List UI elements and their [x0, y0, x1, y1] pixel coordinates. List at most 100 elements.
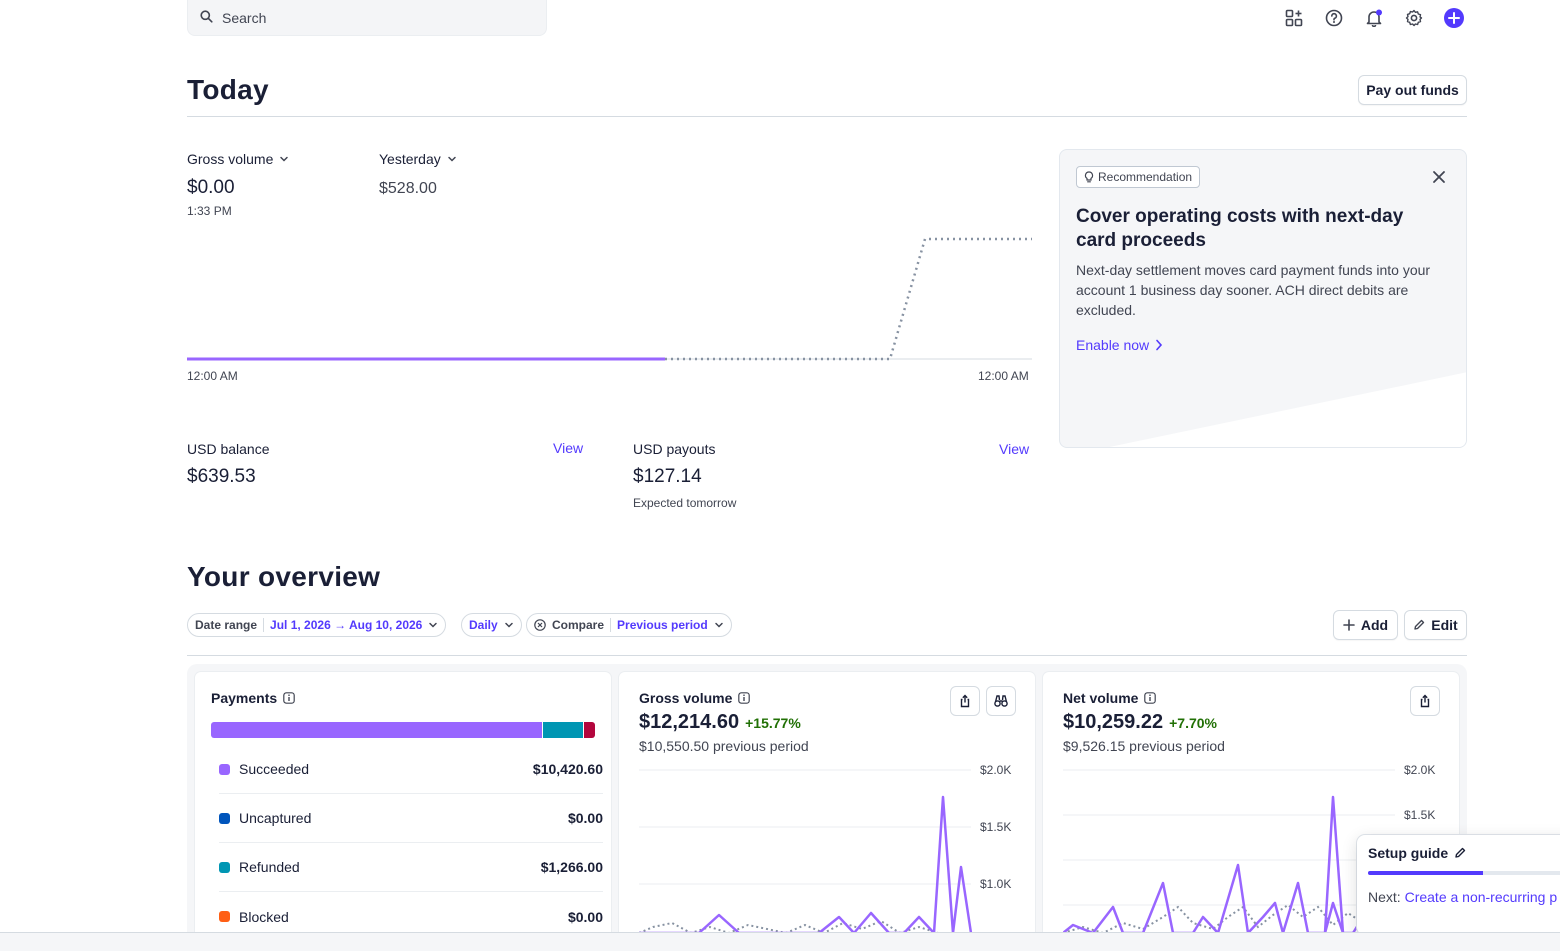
- gross-card-previous: $10,550.50 previous period: [639, 738, 809, 754]
- search-input[interactable]: Search: [222, 9, 267, 26]
- status-dot: [219, 861, 230, 873]
- card-decoration: [1109, 372, 1466, 447]
- interval-filter[interactable]: Daily: [461, 613, 522, 637]
- setup-next-link[interactable]: Create a non-recurring p: [1404, 889, 1558, 905]
- interval-value: Daily: [469, 618, 498, 632]
- payments-card[interactable]: Payments Succeeded $10,420.60 Uncaptured…: [195, 672, 611, 951]
- chevron-down-icon: [714, 622, 723, 628]
- explore-button[interactable]: [986, 686, 1016, 716]
- recommendation-card: Recommendation Cover operating costs wit…: [1059, 149, 1467, 448]
- edit-label: Edit: [1431, 617, 1458, 633]
- usd-payouts-view-link[interactable]: View: [999, 441, 1030, 457]
- compare-value: Previous period: [617, 618, 708, 632]
- y-tick-label: $2.0K: [980, 763, 1012, 777]
- net-card-title: Net volume: [1063, 690, 1139, 706]
- chevron-down-icon: [448, 156, 456, 162]
- x-axis-start-label: 12:00 AM: [187, 369, 238, 383]
- payments-row-uncaptured[interactable]: Uncaptured $0.00: [219, 794, 603, 843]
- net-card-change: +7.70%: [1169, 715, 1217, 731]
- recommendation-body: Next-day settlement moves card payment f…: [1076, 262, 1431, 318]
- gross-volume-selector[interactable]: Gross volume: [187, 151, 289, 167]
- setup-next-label: Next:: [1368, 889, 1401, 905]
- bottom-bar: [0, 932, 1560, 951]
- status-amount: $0.00: [567, 810, 603, 826]
- usd-payouts-subtext: Expected tomorrow: [633, 496, 737, 510]
- setup-guide-panel[interactable]: Setup guide Next: Create a non-recurring…: [1357, 835, 1560, 935]
- divider: [187, 655, 1467, 656]
- close-icon[interactable]: [1430, 168, 1448, 186]
- usd-balance-value: $639.53: [187, 466, 256, 487]
- enable-now-link[interactable]: Enable now: [1076, 337, 1163, 353]
- net-card-previous: $9,526.15 previous period: [1063, 738, 1225, 754]
- info-icon[interactable]: [283, 692, 295, 704]
- payments-row-blocked[interactable]: Blocked $0.00: [219, 892, 603, 941]
- payments-breakdown-bar: [211, 722, 595, 738]
- setup-guide-title-row: Setup guide: [1368, 845, 1466, 861]
- info-icon[interactable]: [1144, 692, 1157, 704]
- current-period-line: [639, 795, 973, 935]
- add-widget-button[interactable]: Add: [1333, 610, 1398, 640]
- pencil-icon: [1414, 619, 1425, 630]
- top-toolbar: [1284, 8, 1464, 28]
- compare-filter[interactable]: Compare Previous period: [526, 613, 732, 637]
- chevron-right-icon: [1156, 339, 1163, 351]
- usd-balance-label: USD balance: [187, 441, 270, 457]
- gross-volume-card[interactable]: Gross volume $12,214.60 +15.77% $10,550.…: [619, 672, 1035, 951]
- status-label: Refunded: [239, 859, 300, 875]
- enable-now-label: Enable now: [1076, 337, 1150, 353]
- yesterday-line: [665, 237, 1032, 361]
- setup-next-row: Next: Create a non-recurring p: [1368, 889, 1560, 905]
- status-amount: $1,266.00: [540, 859, 603, 875]
- y-tick-label: $2.0K: [1404, 763, 1436, 777]
- create-new-icon[interactable]: [1444, 8, 1464, 28]
- help-icon[interactable]: [1324, 8, 1344, 28]
- net-card-title-row: Net volume: [1063, 690, 1157, 706]
- gross-card-value: $12,214.60: [639, 711, 740, 733]
- recommendation-title: Cover operating costs with next-day card…: [1076, 206, 1404, 251]
- apps-icon[interactable]: [1284, 8, 1304, 28]
- status-dot: [219, 812, 230, 824]
- payments-row-succeeded[interactable]: Succeeded $10,420.60: [219, 745, 603, 794]
- chevron-down-icon: [429, 622, 438, 628]
- lightbulb-icon: [1084, 171, 1094, 183]
- current-period-peak: [1323, 795, 1345, 934]
- usd-balance-view-link[interactable]: View: [553, 440, 584, 456]
- y-tick-label: $1.0K: [980, 877, 1012, 891]
- compare-period-selector[interactable]: Yesterday: [379, 151, 457, 167]
- edit-overview-button[interactable]: Edit: [1404, 610, 1467, 640]
- y-tick-label: $1.5K: [980, 820, 1012, 834]
- status-dot: [219, 911, 230, 922]
- status-amount: $10,420.60: [532, 761, 603, 777]
- search-bar[interactable]: Search: [187, 0, 547, 36]
- date-range-filter[interactable]: Date range Jul 1, 2026 → Aug 10, 2026: [187, 613, 447, 637]
- date-range-value: Jul 1, 2026 → Aug 10, 2026: [270, 618, 423, 632]
- pencil-icon[interactable]: [1454, 847, 1466, 859]
- setup-guide-title: Setup guide: [1368, 845, 1449, 861]
- today-chart: [187, 237, 1032, 361]
- gross-card-title: Gross volume: [639, 690, 733, 706]
- compare-period-label: Yesterday: [379, 151, 441, 167]
- compare-period-value: $528.00: [379, 180, 437, 197]
- y-tick-label: $1.5K: [1404, 808, 1436, 822]
- search-icon: [200, 9, 213, 26]
- bar-segment-disputed: [584, 722, 595, 738]
- gross-volume-label: Gross volume: [187, 151, 274, 167]
- usd-payouts-label: USD payouts: [633, 441, 716, 457]
- chevron-down-icon: [504, 622, 513, 628]
- notifications-icon[interactable]: [1364, 8, 1384, 28]
- gross-card-change: +15.77%: [745, 715, 801, 731]
- status-label: Blocked: [239, 908, 289, 925]
- export-button[interactable]: [950, 686, 980, 716]
- net-card-value-row: $10,259.22 +7.70%: [1063, 711, 1217, 734]
- clear-icon[interactable]: [534, 619, 546, 631]
- divider: [610, 618, 612, 632]
- pay-out-funds-button[interactable]: Pay out funds: [1358, 75, 1467, 105]
- payments-title: Payments: [211, 690, 278, 706]
- gross-volume-chart: [639, 769, 973, 935]
- payments-row-refunded[interactable]: Refunded $1,266.00: [219, 843, 603, 892]
- bar-segment-refunded: [542, 722, 584, 738]
- export-button[interactable]: [1410, 686, 1440, 716]
- status-label: Uncaptured: [239, 810, 312, 826]
- settings-icon[interactable]: [1404, 8, 1424, 28]
- info-icon[interactable]: [738, 692, 751, 704]
